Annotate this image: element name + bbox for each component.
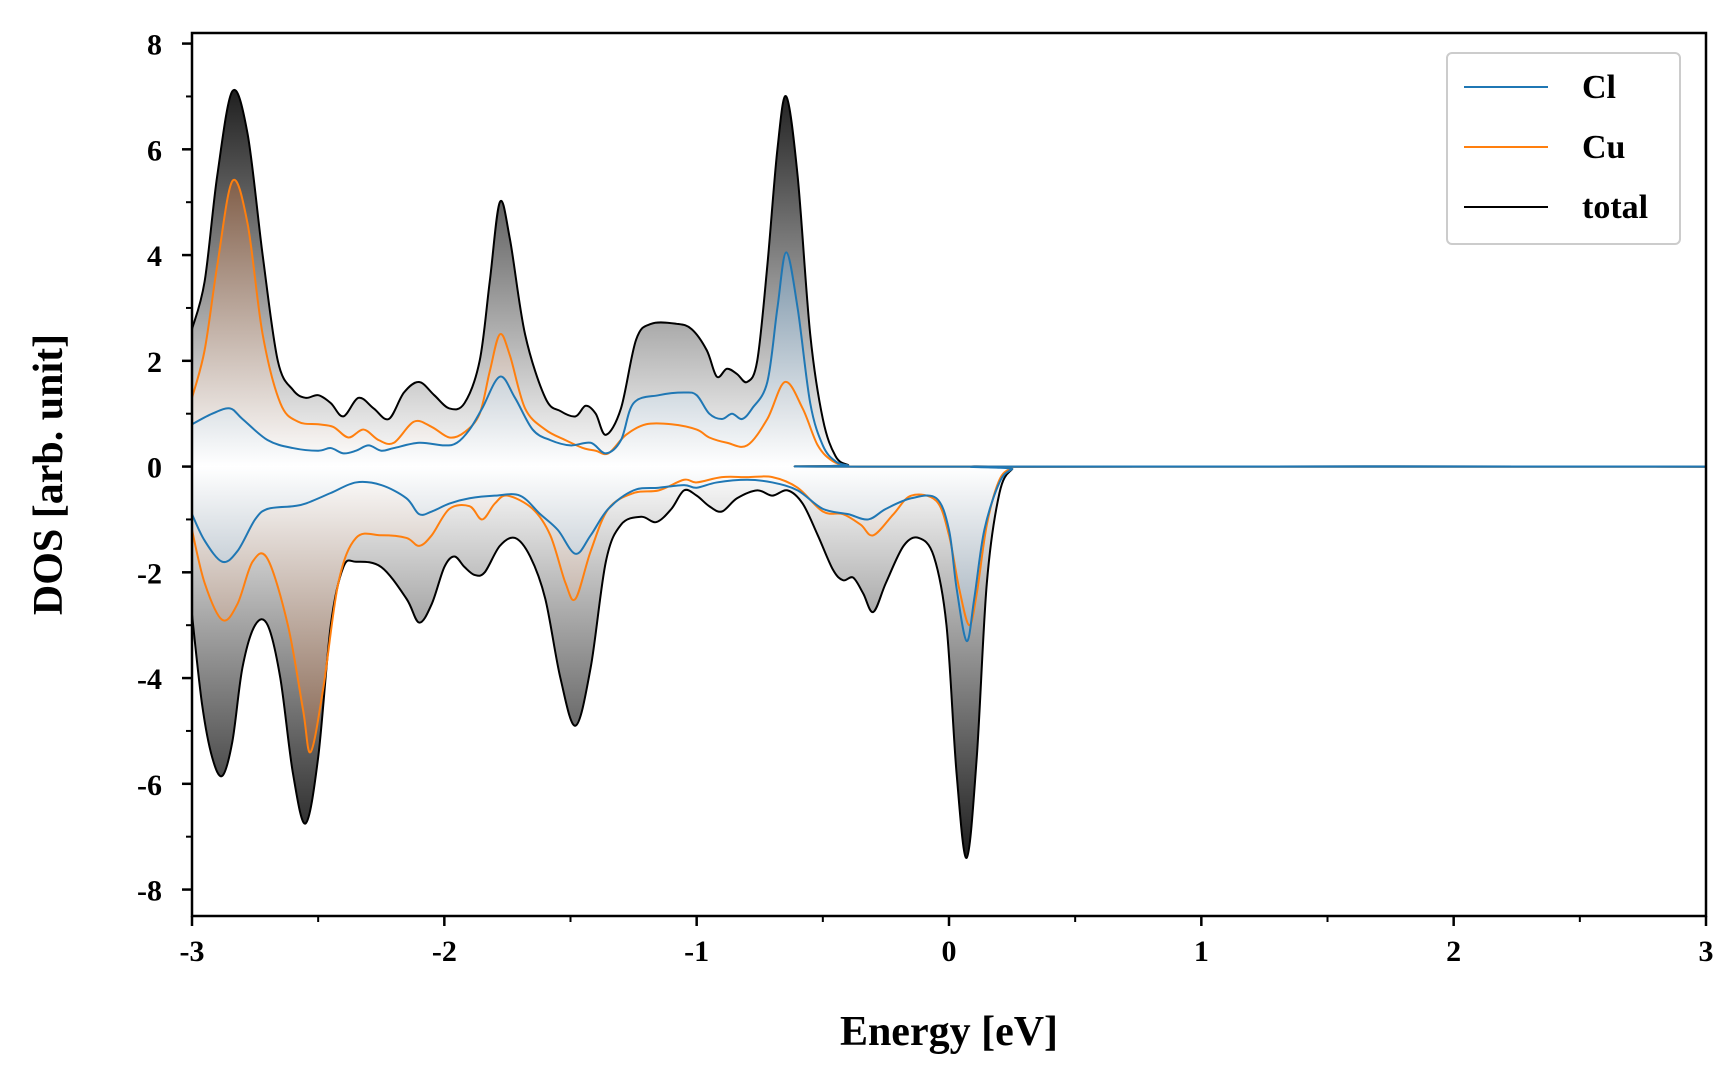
y-tick-label: -8 (137, 875, 162, 908)
legend-label-total: total (1582, 189, 1648, 226)
x-axis-title: Energy [eV] (840, 1009, 1058, 1055)
line-cu-up (191, 178, 1707, 468)
x-tick-label: -3 (180, 935, 205, 968)
y-tick-label: 4 (147, 240, 162, 273)
line-total-up (191, 88, 1707, 468)
x-tick-label: -2 (432, 935, 457, 968)
x-tick-label: -1 (684, 935, 709, 968)
y-tick-label: -6 (137, 769, 162, 802)
y-tick-label: 0 (147, 452, 162, 485)
x-tick-label: 2 (1446, 935, 1461, 968)
legend-label-cu: Cu (1582, 129, 1625, 166)
y-tick-label: -4 (137, 663, 162, 696)
y-tick-label: 6 (147, 134, 162, 167)
legend-box (1446, 52, 1681, 245)
fill-cl-down (192, 466, 1706, 642)
y-tick-label: -2 (137, 557, 162, 590)
line-total-down (191, 465, 1707, 859)
legend-label-cl: Cl (1582, 69, 1616, 106)
x-tick-label: 3 (1699, 935, 1714, 968)
line-cl-down (191, 465, 1707, 643)
x-tick-label: 0 (942, 935, 957, 968)
y-axis-title: DOS [arb. unit] (26, 334, 72, 615)
y-tick-label: 8 (147, 29, 162, 62)
y-tick-label: 2 (147, 346, 162, 379)
line-cl-up (191, 251, 1707, 468)
fill-total-up (192, 89, 1706, 467)
x-tick-label: 1 (1194, 935, 1209, 968)
fill-cu-up (192, 179, 1706, 467)
